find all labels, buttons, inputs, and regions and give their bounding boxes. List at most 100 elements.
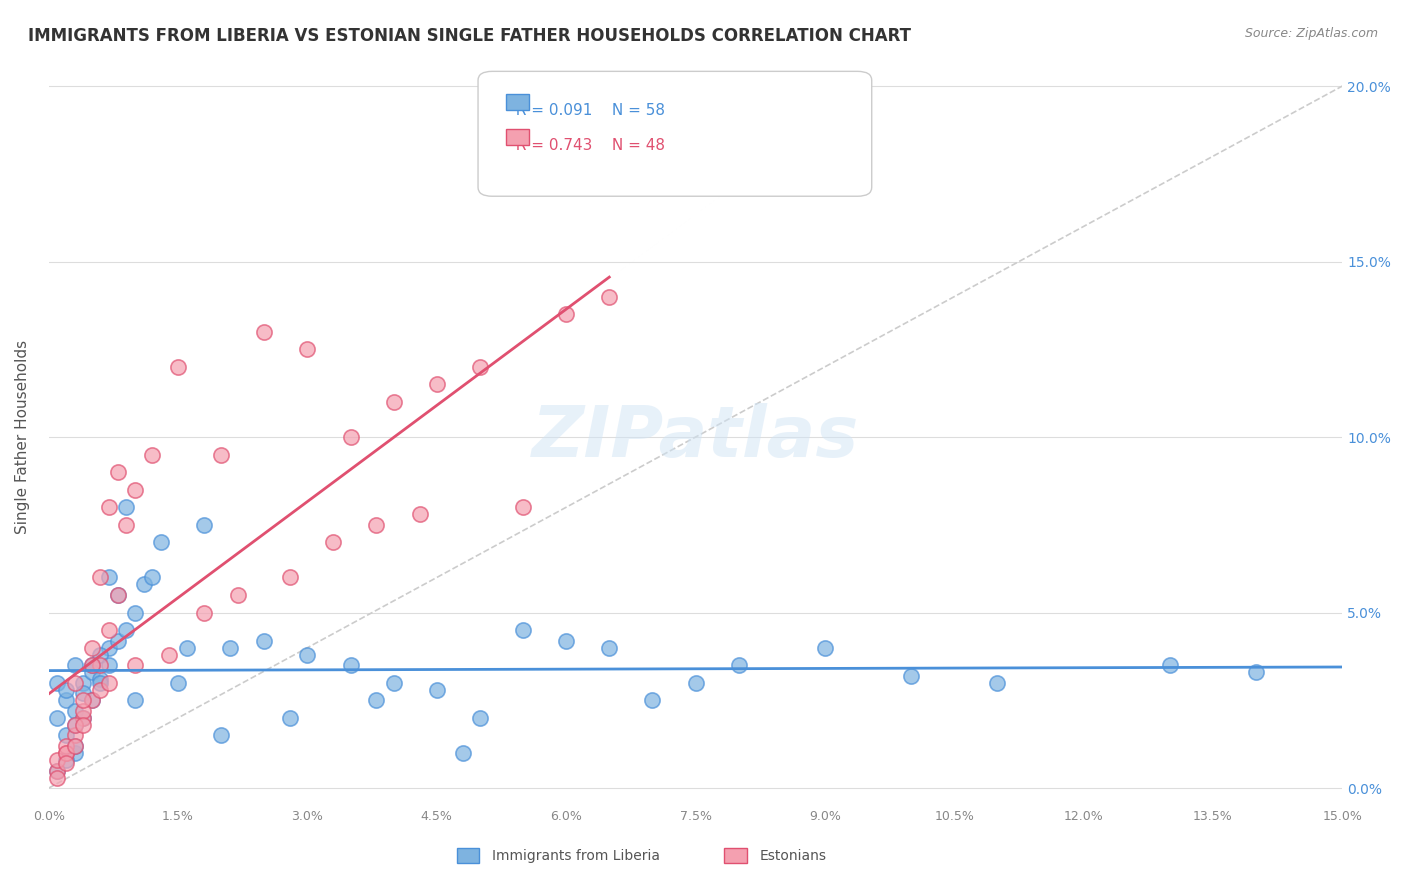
Point: [98, 570, 121, 584]
Point: [253, 633, 276, 648]
Point: [63, 718, 86, 732]
Point: [900, 669, 922, 683]
Point: [278, 570, 301, 584]
Point: [80, 665, 103, 680]
Text: Immigrants from Liberia: Immigrants from Liberia: [492, 849, 659, 863]
Point: [124, 606, 146, 620]
Point: [63, 718, 86, 732]
Point: [218, 640, 240, 655]
Point: [98, 500, 121, 515]
Point: [46, 711, 69, 725]
Point: [124, 693, 146, 707]
Point: [63, 658, 86, 673]
Point: [512, 623, 534, 637]
Text: R = 0.743    N = 48: R = 0.743 N = 48: [506, 138, 665, 153]
Point: [98, 640, 121, 655]
Point: [253, 325, 276, 339]
Point: [80, 658, 103, 673]
Point: [149, 535, 172, 549]
Point: [641, 693, 664, 707]
Point: [193, 517, 215, 532]
Point: [72, 704, 94, 718]
Point: [72, 686, 94, 700]
Point: [55, 753, 77, 767]
Point: [46, 771, 69, 785]
Point: [98, 675, 121, 690]
Point: [167, 675, 190, 690]
Point: [141, 570, 163, 584]
Point: [55, 739, 77, 753]
Point: [63, 704, 86, 718]
Point: [1244, 665, 1267, 680]
Point: [46, 753, 69, 767]
Point: [598, 640, 620, 655]
Point: [685, 675, 707, 690]
Point: [408, 508, 430, 522]
Point: [55, 682, 77, 697]
Point: [80, 640, 103, 655]
Point: [63, 675, 86, 690]
Text: Source: ZipAtlas.com: Source: ZipAtlas.com: [1244, 27, 1378, 40]
Point: [55, 728, 77, 742]
Point: [451, 746, 474, 760]
Point: [426, 377, 449, 392]
Point: [512, 500, 534, 515]
Point: [55, 746, 77, 760]
Point: [72, 693, 94, 707]
Point: [107, 588, 129, 602]
Point: [63, 739, 86, 753]
Point: [115, 623, 138, 637]
Point: [89, 682, 111, 697]
Point: [209, 728, 232, 742]
Point: [63, 739, 86, 753]
Point: [107, 465, 129, 479]
Point: [98, 623, 121, 637]
Point: [89, 675, 111, 690]
Point: [986, 675, 1008, 690]
Point: [193, 606, 215, 620]
Point: [322, 535, 344, 549]
Point: [63, 728, 86, 742]
Y-axis label: Single Father Households: Single Father Households: [15, 340, 30, 534]
Point: [124, 658, 146, 673]
Text: IMMIGRANTS FROM LIBERIA VS ESTONIAN SINGLE FATHER HOUSEHOLDS CORRELATION CHART: IMMIGRANTS FROM LIBERIA VS ESTONIAN SING…: [28, 27, 911, 45]
Point: [107, 633, 129, 648]
Point: [228, 588, 250, 602]
Point: [297, 648, 319, 662]
Point: [278, 711, 301, 725]
Text: Estonians: Estonians: [759, 849, 827, 863]
Point: [89, 673, 111, 687]
Point: [89, 648, 111, 662]
Point: [89, 570, 111, 584]
Point: [598, 290, 620, 304]
Point: [72, 711, 94, 725]
Point: [55, 746, 77, 760]
Point: [72, 675, 94, 690]
Point: [63, 746, 86, 760]
Point: [468, 711, 491, 725]
Point: [80, 693, 103, 707]
Point: [167, 359, 190, 374]
Point: [339, 658, 361, 673]
Point: [115, 517, 138, 532]
Point: [555, 633, 578, 648]
Point: [159, 648, 181, 662]
Point: [46, 675, 69, 690]
Point: [107, 588, 129, 602]
Point: [132, 577, 155, 591]
Point: [555, 307, 578, 321]
Point: [141, 448, 163, 462]
Point: [297, 343, 319, 357]
Point: [176, 640, 198, 655]
Point: [366, 693, 388, 707]
Point: [72, 711, 94, 725]
Point: [382, 395, 405, 409]
Point: [1159, 658, 1181, 673]
Text: ZIPatlas: ZIPatlas: [531, 402, 859, 472]
Point: [814, 640, 837, 655]
Text: R = 0.091    N = 58: R = 0.091 N = 58: [506, 103, 665, 118]
Point: [426, 682, 449, 697]
Point: [98, 658, 121, 673]
Point: [80, 693, 103, 707]
Point: [115, 500, 138, 515]
